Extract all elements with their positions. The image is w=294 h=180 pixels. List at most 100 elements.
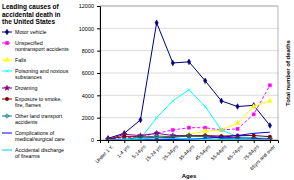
series-marker: [268, 84, 271, 87]
series-marker: [155, 20, 158, 26]
legend-label: Other land transportaccidents: [15, 113, 63, 125]
y-axis-title: Total number of deaths: [285, 39, 291, 106]
y-axis: 020004000600080001000012000: [79, 3, 101, 143]
x-tick-mark: [238, 140, 239, 143]
legend-item: Accidental dischargeof firearms: [2, 147, 64, 159]
series-marker: [236, 127, 239, 130]
series-marker: [187, 59, 190, 65]
series-marker: [188, 126, 191, 129]
x-tick: 65-74yrs: [226, 140, 244, 162]
y-tick-label: 0: [91, 137, 94, 143]
legend-item: Complications ofmedical/surgical care: [2, 130, 65, 142]
series-marker: [220, 98, 223, 104]
series-marker: [202, 133, 207, 138]
legend-marker: [5, 97, 8, 100]
x-tick-label: 25-34yrs: [161, 143, 179, 161]
grid-line: [100, 50, 278, 51]
legend-label: Falls: [15, 57, 27, 63]
y-tick-mark: [97, 51, 100, 52]
plot-frame: [100, 6, 278, 140]
legend: Motor vehicleUnspecifiednontransport acc…: [2, 29, 69, 159]
y-tick-mark: [97, 73, 100, 74]
legend-label: Motor vehicle: [15, 29, 47, 35]
grid-line: [100, 73, 278, 74]
x-tick: 45-54yrs: [193, 140, 211, 162]
series-marker: [155, 116, 158, 119]
series-marker: [171, 128, 174, 131]
x-tick: 55-64yrs: [210, 140, 228, 162]
series-marker: [268, 98, 273, 102]
legend-marker: [5, 114, 9, 118]
series-line: [108, 90, 270, 140]
series-marker: [154, 130, 159, 135]
x-axis-title: Ages: [182, 173, 197, 179]
series-marker: [203, 105, 206, 108]
legend-swatch: [2, 43, 12, 44]
series-marker: [204, 78, 207, 84]
legend-item: Falls: [2, 57, 27, 63]
series-line: [108, 101, 270, 140]
y-tick: 8000: [82, 48, 100, 54]
x-axis: Under 1 Y.1-4 yrs5-14yrs15-24 yrs25-34yr…: [94, 140, 279, 171]
x-tick: 85yrs and over: [248, 140, 276, 171]
grid-line: [100, 95, 278, 96]
series-line: [108, 23, 270, 139]
series-marker: [123, 135, 126, 138]
y-axis-line: [97, 7, 101, 141]
x-tick-mark: [189, 140, 190, 143]
legend-marker: [5, 57, 10, 61]
series-marker: [171, 99, 174, 102]
series-marker: [252, 103, 255, 109]
legend-label: Drowning: [15, 85, 37, 91]
legend-item: Other land transportaccidents: [2, 113, 63, 125]
legend-marker: [5, 29, 8, 35]
series-marker: [187, 88, 190, 91]
y-tick-label: 4000: [82, 93, 94, 99]
series-marker: [186, 133, 191, 138]
x-tick: 1-4 yrs: [115, 140, 130, 159]
x-tick: Under 1 Y.: [94, 140, 115, 164]
y-tick-mark: [97, 140, 100, 141]
legend-swatch: [2, 150, 12, 151]
legend-label: Exposure to smoke,fire, flames: [15, 96, 62, 108]
grid-line: [100, 28, 278, 29]
grid-line: [100, 117, 278, 118]
plot: 020004000600080001000012000Under 1 Y.1-4…: [79, 3, 279, 171]
series-line: [108, 138, 270, 140]
series-marker: [203, 128, 208, 132]
y-tick-mark: [97, 95, 100, 96]
legend-marker: [5, 69, 8, 72]
x-tick: 15-24 yrs: [144, 140, 163, 163]
y-tick-mark: [97, 28, 100, 29]
x-tick-mark: [221, 140, 222, 143]
legend-item: Exposure to smoke,fire, flames: [2, 96, 62, 108]
x-axis-line: [101, 141, 279, 144]
y-tick-label: 12000: [79, 3, 94, 9]
legend-item: Motor vehicle: [2, 29, 47, 35]
y-tick-mark: [97, 6, 100, 7]
series-marker: [220, 128, 223, 131]
y-tick: 6000: [82, 70, 100, 76]
x-tick-label: 65-74yrs: [226, 143, 244, 161]
x-tick-label: 55-64yrs: [210, 143, 228, 161]
chart: Leading causes ofaccidental death inthe …: [0, 0, 294, 180]
y-tick-label: 2000: [82, 115, 94, 121]
y-tick-label: 6000: [82, 70, 94, 76]
series-marker: [171, 135, 175, 139]
legend-marker: [6, 42, 9, 45]
series-marker: [252, 134, 255, 137]
x-tick: 35-44yrs: [177, 140, 195, 162]
series-marker: [171, 60, 174, 66]
title: Leading causes ofaccidental death inthe …: [2, 3, 61, 25]
series-marker: [187, 134, 191, 138]
y-tick-mark: [97, 118, 100, 119]
x-tick-mark: [270, 140, 271, 143]
x-tick-mark: [108, 140, 109, 143]
series-marker: [268, 123, 271, 129]
x-tick-label: 35-44yrs: [177, 143, 195, 161]
legend-swatch: [2, 133, 12, 134]
legend-swatch: [2, 116, 12, 117]
legend-label: Poisoning and noxioussubstances: [15, 68, 69, 80]
x-tick-mark: [205, 140, 206, 143]
y-tick: 2000: [82, 115, 100, 121]
